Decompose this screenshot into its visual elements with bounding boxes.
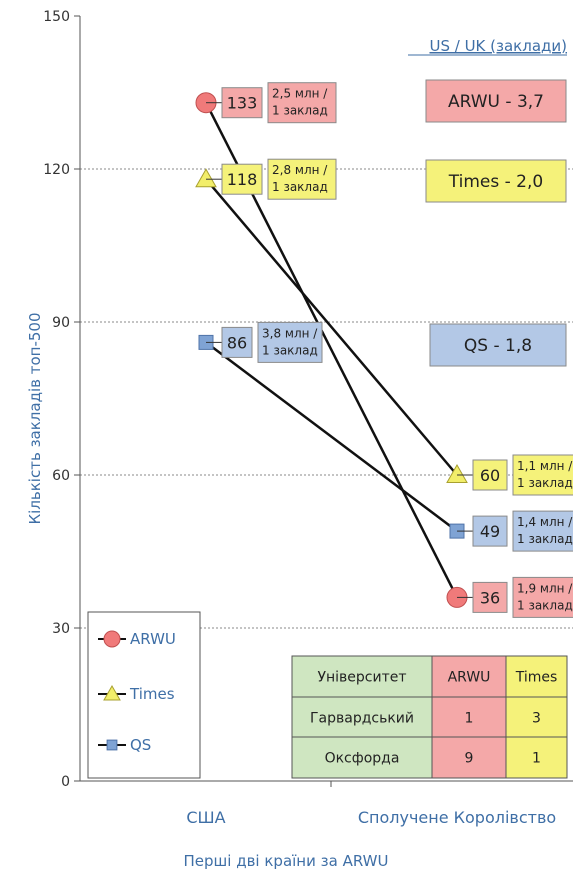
value-badge (472, 515, 508, 547)
table-cell-text: 3 (532, 711, 541, 727)
value-badge (472, 459, 508, 491)
note-line: 1,4 млн / (517, 515, 573, 529)
table-cell-text: ARWU (448, 670, 491, 686)
table-cell-text: Гарвардський (310, 711, 414, 727)
note-box (512, 510, 573, 552)
note-line: 1,9 млн / (517, 581, 573, 595)
table-cell (291, 696, 433, 739)
note-line: 1 заклад (262, 343, 318, 357)
table-cell-text: 1 (532, 751, 541, 767)
note-box (267, 158, 337, 200)
table-cell (291, 736, 433, 779)
y-tick-label: 150 (43, 9, 70, 25)
value-label: 86 (227, 333, 247, 352)
axis-layer: 0 30 60 90 120 150 США Сполучене Королівство Пер… (26, 9, 573, 870)
ratio-box (425, 79, 567, 123)
table-cell (505, 736, 568, 779)
value-label: 60 (480, 466, 500, 485)
note-box (512, 454, 573, 496)
ratio-box (429, 323, 567, 367)
note-line: 2,8 млн / (272, 163, 328, 177)
table-cell-text: Оксфорда (325, 751, 400, 767)
table-cell (505, 696, 568, 739)
x-category-label: Сполучене Королівство (358, 808, 556, 827)
y-axis-title: Кількість закладів топ-500 (26, 313, 44, 525)
note-box (257, 321, 323, 363)
table-cell-text: Times (515, 670, 558, 686)
note-box (512, 576, 573, 618)
value-label: 49 (480, 522, 500, 541)
marker-triangle (103, 684, 121, 701)
ratio-label: ARWU - 3,7 (448, 92, 544, 112)
legend-label-arwu: ARWU (130, 630, 176, 648)
legend-label-times: Times (129, 685, 175, 703)
y-tick-label: 120 (43, 162, 70, 178)
table-cell (431, 696, 507, 739)
note-line: 1 заклад (517, 476, 573, 490)
marker-circle (103, 630, 121, 648)
note-line: 1 заклад (272, 180, 328, 194)
note-box (267, 82, 337, 124)
marker-square (106, 739, 118, 751)
value-label: 118 (227, 170, 258, 189)
value-label: 133 (227, 94, 258, 113)
y-tick-label: 60 (52, 468, 70, 484)
value-badge (472, 581, 508, 613)
ratio-label: QS - 1,8 (464, 336, 532, 356)
legend-label-qs: QS (130, 736, 151, 754)
table-cell-text: Університет (317, 670, 406, 686)
ratio-boxes: ARWU - 3,7 Times - 2,0 QS - 1,8 (425, 79, 567, 367)
ratio-box (425, 159, 567, 203)
x-category-label: США (186, 808, 225, 827)
series-line-qs (205, 341, 458, 533)
corner-label: US / UK (заклади) (429, 37, 567, 55)
note-line: 1,1 млн / (517, 459, 573, 473)
ranking-table: Університет ARWU Times Гарвардський 1 3 Оксфор… (291, 655, 568, 779)
y-tick-label: 30 (52, 621, 70, 637)
marker-triangle (446, 463, 468, 483)
note-line: 1 заклад (517, 532, 573, 546)
note-line: 3,8 млн / (262, 326, 318, 340)
data-labels: 133 2,5 млн / 1 заклад 36 1,9 млн / 1 заклад 1… (206, 82, 573, 618)
legend: ARWU Times QS (87, 611, 201, 779)
value-label: 36 (480, 588, 500, 607)
value-badge (221, 163, 263, 195)
series-line-times (205, 178, 458, 476)
grid-layer (80, 168, 573, 629)
value-badge (221, 326, 253, 358)
x-axis-title: Перші дві країни за ARWU (184, 852, 389, 870)
y-tick-label: 0 (61, 774, 70, 790)
note-line: 1 заклад (272, 104, 328, 118)
marker-triangle (195, 168, 217, 188)
note-line: 1 заклад (517, 598, 573, 612)
ratio-label: Times - 2,0 (448, 172, 543, 192)
table-cell-text: 1 (465, 711, 474, 727)
table-cell-text: 9 (465, 751, 474, 767)
table-cell (291, 655, 433, 698)
y-tick-label: 90 (52, 315, 70, 331)
table-cell (431, 736, 507, 779)
value-badge (221, 87, 263, 119)
note-line: 2,5 млн / (272, 87, 328, 101)
